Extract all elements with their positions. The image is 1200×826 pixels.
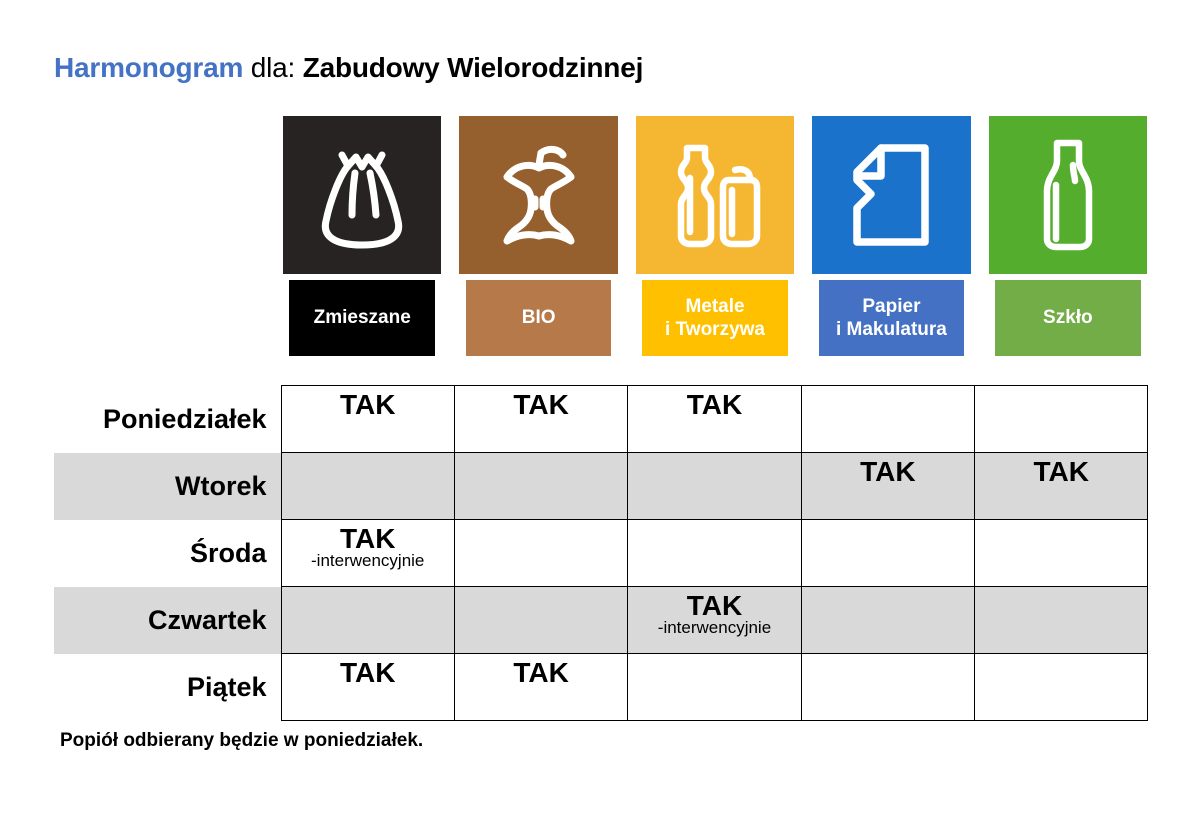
cell-sroda-papier[interactable] [800,519,976,587]
day-label-piatek: Piątek [54,653,281,721]
cell-sroda-metale[interactable] [627,519,802,587]
category-strip-wrap-szklo: Szkło [989,274,1147,356]
category-label-szklo: Szkło [994,280,1141,356]
cell-poniedzialek-zmieszane[interactable]: TAK [280,385,455,453]
category-label-line1: BIO [521,307,556,329]
category-label-line2: i Makulatura [835,319,947,340]
paper-sheet-icon [839,138,943,252]
page-title-accent: Harmonogram [54,52,244,83]
category-label-line1: Zmieszane [313,307,411,329]
cell-czwartek-szklo[interactable] [974,586,1149,654]
category-tile-szklo [988,116,1148,274]
cell-poniedzialek-metale[interactable]: TAK [627,385,802,453]
cell-sroda-zmieszane[interactable]: TAK -interwencyjnie [280,519,455,587]
cell-piatek-zmieszane[interactable]: TAK [280,653,455,721]
cell-wtorek-szklo[interactable]: TAK [974,452,1149,520]
day-label-czwartek: Czwartek [54,586,281,654]
cell-sroda-szklo[interactable] [974,519,1149,587]
cell-value: TAK [513,389,569,420]
category-strip-wrap-zmieszane: Zmieszane [283,274,441,356]
category-label-metale: Metale i Tworzywa [642,280,788,356]
category-tile-papier [812,116,971,274]
category-label-line1: Papier [862,295,921,317]
cell-piatek-metale[interactable] [627,653,802,721]
cell-value: TAK [339,657,396,688]
cell-poniedzialek-bio[interactable]: TAK [453,385,629,453]
category-label-line1: Szkło [1043,307,1093,329]
cell-value: TAK [860,456,916,487]
table-row: Czwartek TAK -interwencyjnie [54,586,1149,654]
cell-piatek-bio[interactable]: TAK [453,653,629,721]
cell-czwartek-bio[interactable] [453,586,629,654]
cell-piatek-papier[interactable] [800,653,976,721]
category-tile-metale [635,116,795,274]
category-metale-tworzywa: Metale i Tworzywa [635,116,795,356]
bottle-and-can-icon [657,136,773,254]
category-strip-wrap-metale: Metale i Tworzywa [636,274,794,356]
cell-poniedzialek-szklo[interactable] [974,385,1149,453]
schedule-table-wrap: Poniedziałek TAK TAK TAK [54,385,1149,721]
cell-czwartek-metale[interactable]: TAK -interwencyjnie [627,586,802,654]
category-label-line2: i Tworzywa [665,319,765,340]
cell-czwartek-papier[interactable] [800,586,976,654]
waste-category-header: Zmieszane BIO [283,116,1148,356]
cell-value: TAK [339,389,396,420]
category-bio: BIO [459,116,618,356]
table-row: Piątek TAK TAK [54,653,1149,721]
category-strip-wrap-bio: BIO [459,274,617,356]
cell-value: TAK [686,389,743,420]
schedule-table: Poniedziałek TAK TAK TAK [54,385,1149,721]
page-title: Harmonogram dla: Zabudowy Wielorodzinnej [54,52,643,84]
cell-czwartek-zmieszane[interactable] [280,586,455,654]
day-label-sroda: Środa [54,519,281,587]
category-label-line1: Metale [685,295,745,317]
cell-value: TAK [513,657,569,688]
category-tile-zmieszane [283,116,442,274]
category-zmieszane: Zmieszane [283,116,442,356]
table-row: Poniedziałek TAK TAK TAK [54,385,1149,453]
day-label-poniedzialek: Poniedziałek [54,385,281,453]
category-papier-makulatura: Papier i Makulatura [812,116,971,356]
glass-bottle-icon [1029,135,1107,255]
cell-value: TAK [1033,456,1089,487]
table-row: Środa TAK -interwencyjnie [54,519,1149,587]
category-tile-bio [459,116,618,274]
day-label-wtorek: Wtorek [54,452,281,520]
category-label-bio: BIO [465,280,612,356]
cell-piatek-szklo[interactable] [974,653,1149,721]
cell-note: -interwencyjnie [657,618,772,638]
cell-wtorek-metale[interactable] [627,452,802,520]
footnote-ash-collection: Popiół odbierany będzie w poniedziałek. [60,730,424,751]
cell-wtorek-papier[interactable]: TAK [800,452,976,520]
cell-value: TAK [686,590,743,621]
page-title-subject: Zabudowy Wielorodzinnej [302,52,644,83]
cell-value: TAK [339,523,396,554]
garbage-bag-icon [310,139,414,251]
apple-core-icon [485,137,593,253]
cell-wtorek-zmieszane[interactable] [280,452,455,520]
page-title-connector: dla: [243,52,303,83]
cell-poniedzialek-papier[interactable] [800,385,976,453]
cell-wtorek-bio[interactable] [453,452,629,520]
category-strip-wrap-papier: Papier i Makulatura [812,274,970,356]
category-label-zmieszane: Zmieszane [289,280,436,356]
cell-sroda-bio[interactable] [453,519,629,587]
category-szklo: Szkło [988,116,1148,356]
table-row: Wtorek TAK [54,452,1149,520]
cell-note: -interwencyjnie [311,551,425,571]
category-label-papier: Papier i Makulatura [818,280,965,356]
